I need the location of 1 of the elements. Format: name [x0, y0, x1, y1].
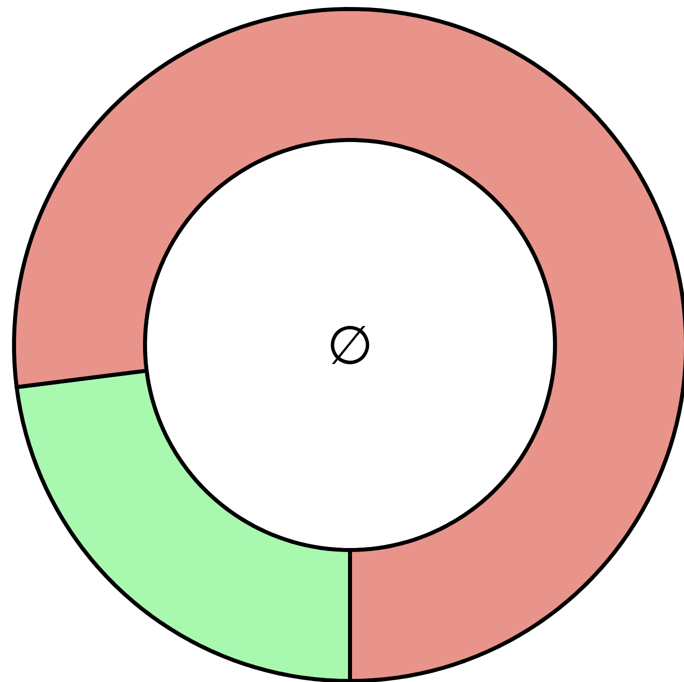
text: ∅: [330, 326, 370, 364]
